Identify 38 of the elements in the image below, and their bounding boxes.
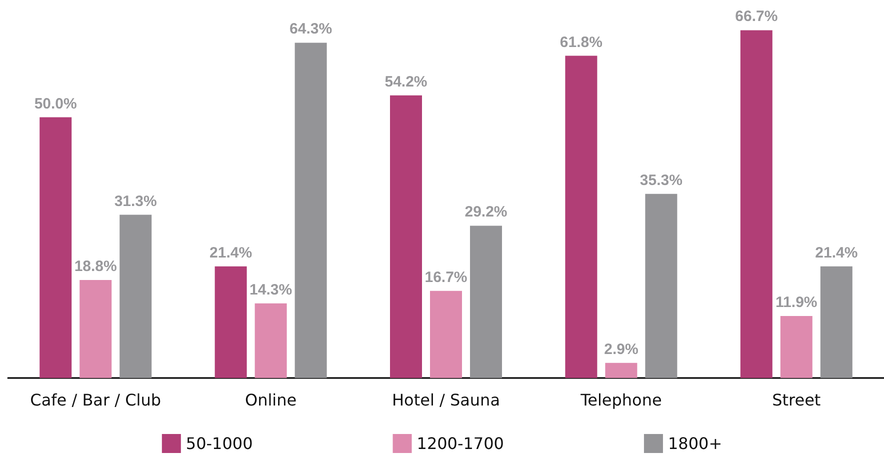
data-label: 64.3%: [290, 20, 332, 38]
x-tick-label: Cafe / Bar / Club: [30, 390, 162, 410]
bar: [80, 280, 112, 378]
data-label: 61.8%: [560, 34, 602, 51]
bar: [294, 42, 327, 378]
legend-label: 1800+: [668, 434, 722, 453]
bar: [565, 56, 598, 378]
bar: [254, 303, 287, 378]
bar: [470, 226, 502, 378]
legend-label: 50-1000: [186, 434, 253, 453]
data-label: 50.0%: [34, 95, 77, 112]
data-label: 35.3%: [640, 172, 682, 189]
data-label: 66.7%: [735, 8, 778, 26]
bar: [40, 117, 72, 378]
legend-label: 1200-1700: [416, 434, 504, 453]
x-tick-label: Online: [244, 390, 297, 410]
bar: [645, 194, 678, 378]
data-label: 2.9%: [604, 340, 638, 358]
data-label: 21.4%: [815, 244, 858, 262]
x-tick-label: Telephone: [580, 390, 662, 410]
bar: [430, 290, 462, 378]
data-label: 31.3%: [114, 192, 157, 210]
data-label: 11.9%: [776, 294, 818, 311]
bar: [390, 95, 422, 378]
bar: [120, 214, 152, 378]
data-label: 29.2%: [464, 204, 508, 221]
data-label: 14.3%: [250, 281, 292, 298]
data-label: 16.7%: [424, 268, 468, 286]
x-tick-label: Hotel / Sauna: [392, 390, 500, 410]
bar: [780, 316, 812, 378]
bar: [740, 30, 772, 378]
bar: [214, 266, 247, 378]
data-label: 21.4%: [210, 244, 252, 262]
bar: [605, 362, 638, 378]
bar: [820, 266, 852, 378]
data-label: 54.2%: [384, 73, 428, 90]
x-tick-label: Street: [772, 390, 821, 410]
data-label: 18.8%: [74, 258, 117, 275]
